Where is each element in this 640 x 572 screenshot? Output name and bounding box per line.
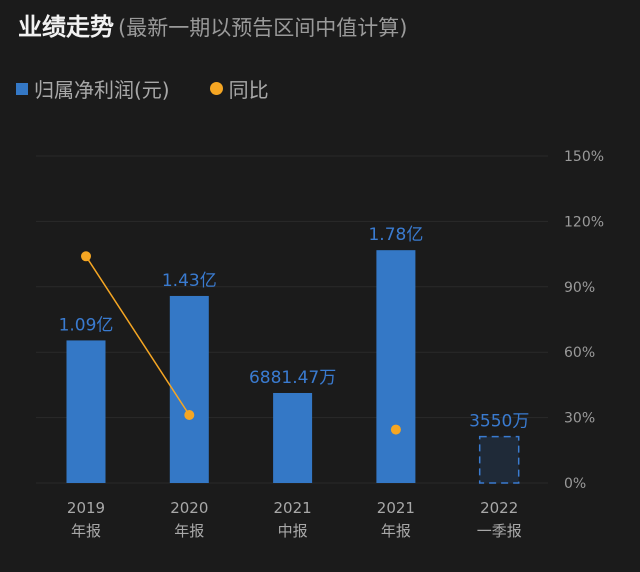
bar	[66, 340, 106, 483]
x-tick-label: 年报	[174, 522, 204, 540]
bar-value-label: 6881.47万	[249, 368, 336, 388]
x-tick-label: 2020	[170, 499, 208, 517]
chart-title: 业绩走势 (最新一期以预告区间中值计算)	[18, 10, 407, 45]
legend-profit[interactable]: 归属净利润(元)	[34, 78, 170, 102]
yoy-point	[184, 409, 195, 420]
x-tick-label: 一季报	[477, 522, 522, 540]
x-tick-label: 2019	[67, 499, 105, 517]
yoy-point	[81, 251, 91, 262]
y-tick-label: 60%	[564, 345, 595, 361]
title-main: 业绩走势	[18, 13, 114, 41]
legend-yoy[interactable]: 同比	[228, 78, 269, 102]
x-tick-label: 2021	[274, 499, 312, 517]
bar	[273, 392, 313, 483]
y-tick-label: 150%	[564, 149, 604, 165]
y-tick-label: 120%	[564, 214, 604, 230]
x-tick-label: 2022	[480, 499, 518, 517]
x-tick-label: 2021	[377, 499, 415, 517]
bar-value-label: 3550万	[469, 412, 529, 432]
legend-dot-icon	[209, 82, 223, 95]
y-tick-label: 90%	[564, 280, 595, 296]
legend-square-icon	[16, 82, 28, 95]
y-tick-label: 30%	[564, 411, 595, 427]
x-tick-label: 年报	[71, 522, 101, 540]
bar-value-label: 1.43亿	[162, 271, 217, 291]
y-tick-label: 0%	[564, 476, 586, 492]
x-tick-label: 年报	[381, 522, 411, 540]
bar-value-label: 1.09亿	[59, 315, 114, 335]
x-tick-label: 中报	[278, 522, 308, 540]
yoy-line	[85, 255, 190, 416]
legend: 归属净利润(元) 同比	[16, 74, 269, 103]
bar	[376, 250, 416, 483]
bar-forecast	[478, 435, 520, 484]
bar-value-label: 1.78亿	[368, 225, 423, 245]
bar	[169, 295, 209, 483]
title-subtitle: (最新一期以预告区间中值计算)	[118, 16, 408, 40]
yoy-point	[390, 424, 401, 435]
